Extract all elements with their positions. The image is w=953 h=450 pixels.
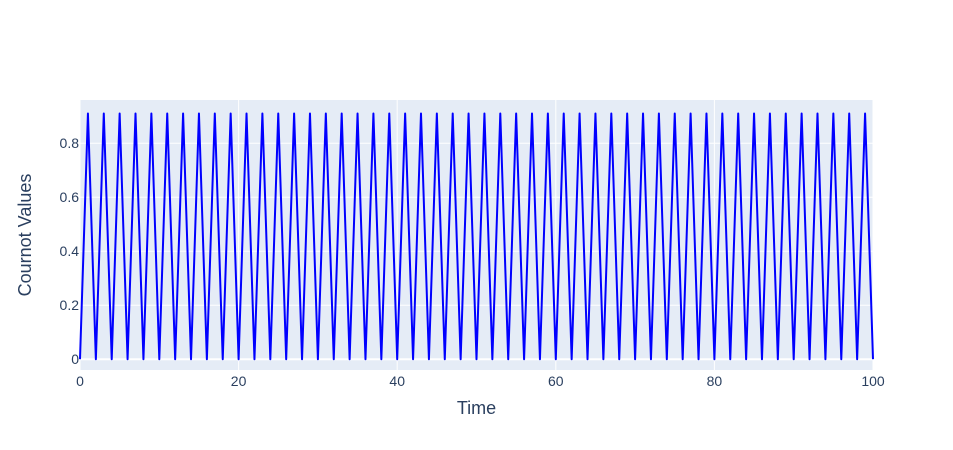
- y-tick-label: 0: [71, 351, 79, 367]
- x-tick-label: 0: [76, 373, 84, 389]
- x-tick-label: 80: [707, 373, 723, 389]
- y-tick-label: 0.2: [60, 297, 80, 313]
- y-tick-label: 0.8: [60, 135, 80, 151]
- x-axis-title: Time: [457, 398, 496, 418]
- y-tick-label: 0.6: [60, 189, 80, 205]
- x-tick-label: 40: [389, 373, 405, 389]
- y-axis-tick-labels: 0 0.2 0.4 0.6 0.8: [60, 135, 80, 367]
- y-tick-label: 0.4: [60, 243, 80, 259]
- plot-area-background: [80, 100, 873, 370]
- x-tick-label: 60: [548, 373, 564, 389]
- y-axis-title: Cournot Values: [15, 174, 35, 297]
- x-tick-label: 100: [861, 373, 885, 389]
- x-tick-label: 20: [231, 373, 247, 389]
- series-line-1: [79, 112, 874, 361]
- x-axis-tick-labels: 0 20 40 60 80 100: [76, 373, 885, 389]
- series-lines: [79, 112, 874, 361]
